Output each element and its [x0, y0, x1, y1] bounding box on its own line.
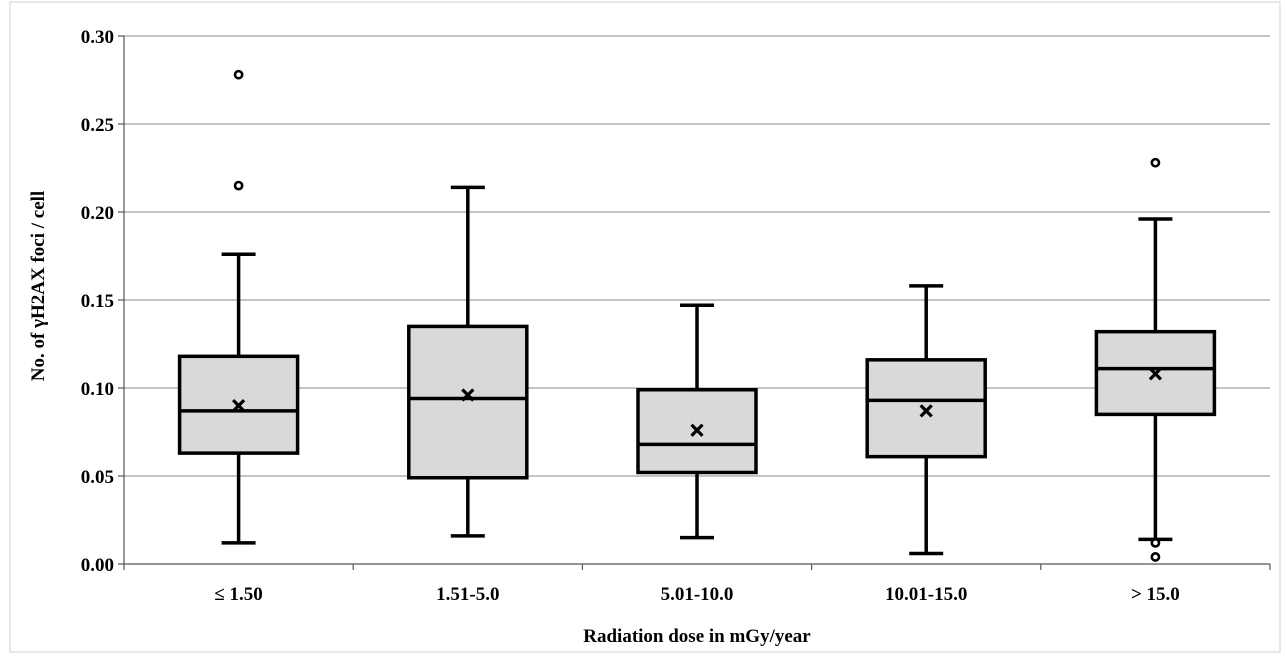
y-tick-label: 0.20 [81, 203, 114, 224]
box-group [1094, 157, 1217, 562]
x-tick-label: 1.51-5.0 [436, 584, 499, 605]
x-axis-title: Radiation dose in mGy/year [583, 626, 811, 647]
outlier-point [1150, 157, 1161, 168]
x-tick-label: ≤ 1.50 [214, 584, 262, 605]
x-axis: ≤ 1.50 1.51-5.0 5.01-10.0 10.01-15.0 > 15.0 [123, 563, 1271, 605]
mean-marker [690, 423, 704, 437]
x-tick-label: 10.01-15.0 [885, 584, 967, 605]
y-tick-label: 0.05 [81, 467, 114, 488]
mean-marker [1148, 367, 1163, 381]
outlier-point [1150, 537, 1161, 548]
iqr-box [865, 358, 987, 459]
box-group [865, 284, 987, 556]
y-axis-title: No. of γH2AX foci / cell [28, 191, 49, 381]
mean-marker-stroke [1148, 367, 1163, 381]
box-group [177, 69, 300, 545]
mean-marker-stroke [461, 388, 475, 402]
outlier-point [233, 180, 244, 191]
iqr-box [407, 324, 529, 480]
mean-marker-stroke [231, 398, 246, 413]
y-tick-label: 0.10 [81, 379, 114, 400]
mean-marker [919, 404, 933, 418]
x-tick-label: 5.01-10.0 [661, 584, 734, 605]
outlier-point [233, 69, 244, 80]
mean-marker-stroke [919, 404, 933, 418]
y-axis: 0.00 0.05 0.10 0.15 0.20 0.25 0.30 [81, 27, 125, 576]
mean-marker [461, 388, 475, 402]
y-tick-label: 0.00 [81, 555, 114, 576]
mean-marker [231, 398, 246, 413]
y-tick-label: 0.25 [81, 115, 114, 136]
chart-frame [9, 1, 1281, 653]
box-group [407, 185, 529, 538]
box-group [636, 303, 758, 540]
gridlines [124, 35, 1270, 477]
boxes [177, 69, 1217, 562]
y-tick-label: 0.15 [81, 291, 114, 312]
outlier-point [1150, 552, 1161, 562]
y-tick-label: 0.30 [81, 27, 114, 48]
x-tick-label: > 15.0 [1131, 584, 1180, 605]
mean-marker-stroke [690, 423, 704, 437]
